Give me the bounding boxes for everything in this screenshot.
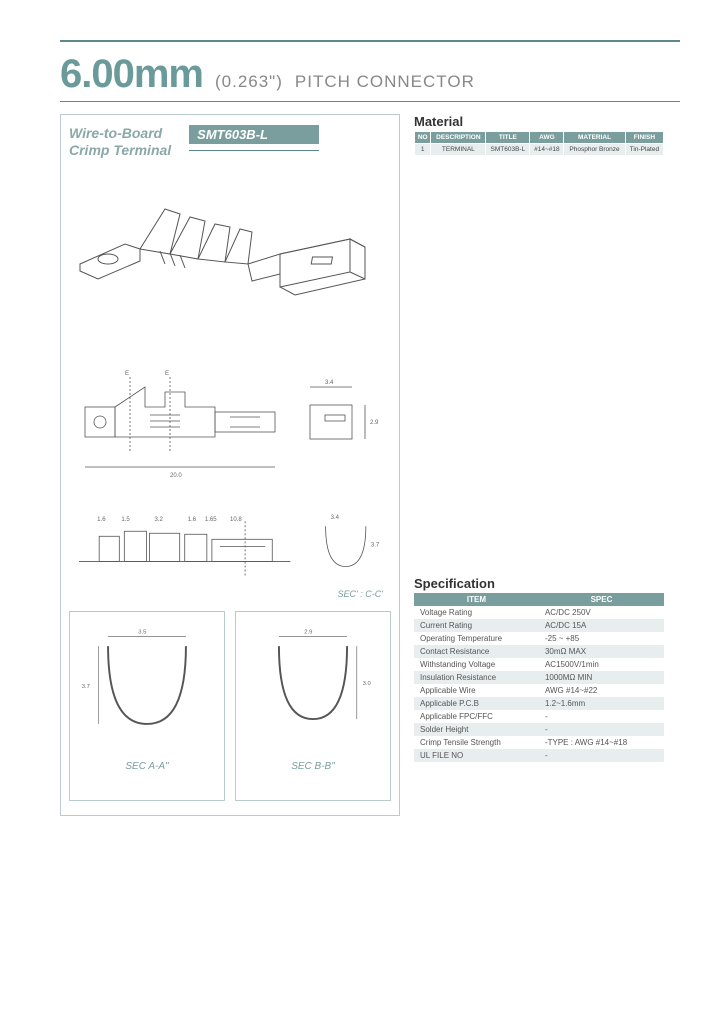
cross-sections: 3.5 3.7 SEC A-A" 2.9 3.0 S — [69, 611, 391, 801]
pitch-label: PITCH CONNECTOR — [295, 72, 475, 92]
material-th: MATERIAL — [564, 132, 625, 144]
sec-aa-caption: SEC A-A" — [74, 761, 220, 772]
spec-cell: -25 ~ +85 — [539, 632, 664, 645]
dim-w1: 3.4 — [325, 380, 334, 386]
material-th: NO — [415, 132, 431, 144]
sec-b-h: 3.0 — [363, 681, 372, 687]
dim-c: 3.2 — [155, 517, 164, 523]
table-row: 1TERMINALSMT603B-L#14~#18Phosphor Bronze… — [415, 144, 664, 156]
table-row: Contact Resistance30mΩ MAX — [414, 645, 664, 658]
spec-th: ITEM — [414, 593, 539, 606]
part-number-badge: SMT603B-L — [189, 125, 319, 144]
data-panel: Material NODESCRIPTIONTITLEAWGMATERIALFI… — [414, 114, 664, 816]
spec-cell: 1000MΩ MIN — [539, 671, 664, 684]
part-underline — [189, 150, 319, 151]
table-row: Insulation Resistance1000MΩ MIN — [414, 671, 664, 684]
material-th: AWG — [530, 132, 564, 144]
material-cell: 1 — [415, 144, 431, 156]
section-aa: 3.5 3.7 SEC A-A" — [69, 611, 225, 801]
sec-b-w: 2.9 — [304, 629, 312, 635]
table-row: Applicable P.C.B1.2~1.6mm — [414, 697, 664, 710]
material-th: FINISH — [625, 132, 663, 144]
spec-cell: AC1500V/1min — [539, 658, 664, 671]
table-row: Current RatingAC/DC 15A — [414, 619, 664, 632]
spec-table: ITEMSPEC Voltage RatingAC/DC 250VCurrent… — [414, 593, 664, 762]
spec-cell: Operating Temperature — [414, 632, 539, 645]
svg-text:E: E — [125, 371, 129, 377]
table-row: Crimp Tensile Strength-TYPE : AWG #14~#1… — [414, 736, 664, 749]
spec-cell: - — [539, 723, 664, 736]
svg-text:E: E — [165, 371, 169, 377]
page-header: 6.00mm (0.263") PITCH CONNECTOR — [60, 52, 680, 97]
spec-cell: 1.2~1.6mm — [539, 697, 664, 710]
material-title: Material — [414, 114, 664, 129]
spec-title: Specification — [414, 576, 664, 591]
spec-cell: Applicable P.C.B — [414, 697, 539, 710]
material-th: TITLE — [486, 132, 530, 144]
material-cell: #14~#18 — [530, 144, 564, 156]
spec-cell: 30mΩ MAX — [539, 645, 664, 658]
spec-cell: AWG #14~#22 — [539, 684, 664, 697]
table-row: Applicable WireAWG #14~#22 — [414, 684, 664, 697]
product-subtitle: Wire-to-Board Crimp Terminal — [69, 125, 171, 159]
spec-cell: -TYPE : AWG #14~#18 — [539, 736, 664, 749]
material-cell: Phosphor Bronze — [564, 144, 625, 156]
spec-cell: UL FILE NO — [414, 749, 539, 762]
section-bb: 2.9 3.0 SEC B-B" — [235, 611, 391, 801]
material-cell: Tin-Plated — [625, 144, 663, 156]
table-row: Solder Height- — [414, 723, 664, 736]
spec-cell: Contact Resistance — [414, 645, 539, 658]
spec-header-row: ITEMSPEC — [414, 593, 664, 606]
material-th: DESCRIPTION — [431, 132, 486, 144]
dim-g: 3.4 — [331, 515, 340, 521]
drawing-panel: Wire-to-Board Crimp Terminal SMT603B-L — [60, 114, 400, 816]
material-table: NODESCRIPTIONTITLEAWGMATERIALFINISH 1TER… — [414, 131, 664, 156]
dim-h: 3.7 — [371, 542, 380, 548]
table-row: Voltage RatingAC/DC 250V — [414, 606, 664, 619]
spec-cell: Current Rating — [414, 619, 539, 632]
top-rule — [60, 40, 680, 42]
table-row: UL FILE NO- — [414, 749, 664, 762]
spec-cell: Insulation Resistance — [414, 671, 539, 684]
spec-cell: Applicable FPC/FFC — [414, 710, 539, 723]
isometric-drawing — [69, 169, 391, 349]
sec-a-h: 3.7 — [82, 684, 90, 690]
dim-b: 1.5 — [121, 517, 130, 523]
spec-th: SPEC — [539, 593, 664, 606]
sec-bb-caption: SEC B-B" — [240, 761, 386, 772]
table-row: Withstanding VoltageAC1500V/1min — [414, 658, 664, 671]
sec-cc-label: SEC' : C-C' — [338, 589, 383, 599]
spec-cell: Applicable Wire — [414, 684, 539, 697]
dim-d: 1.6 — [188, 517, 197, 523]
table-row: Operating Temperature-25 ~ +85 — [414, 632, 664, 645]
material-cell: TERMINAL — [431, 144, 486, 156]
side-view-drawing: 1.6 1.5 3.2 1.6 1.65 10.8 3.4 3.7 SEC' :… — [69, 491, 391, 601]
material-header-row: NODESCRIPTIONTITLEAWGMATERIALFINISH — [415, 132, 664, 144]
spec-cell: Crimp Tensile Strength — [414, 736, 539, 749]
spec-cell: AC/DC 15A — [539, 619, 664, 632]
spec-cell: - — [539, 749, 664, 762]
spec-body: Voltage RatingAC/DC 250VCurrent RatingAC… — [414, 606, 664, 762]
sec-a-w: 3.5 — [138, 629, 146, 635]
top-view-drawing: 20.0 3.4 2.9 E E — [69, 357, 391, 487]
spec-cell: Withstanding Voltage — [414, 658, 539, 671]
subtitle-line2: Crimp Terminal — [69, 142, 171, 159]
pitch-mm: 6.00mm — [60, 52, 203, 97]
dim-e: 1.65 — [205, 517, 217, 523]
material-body: 1TERMINALSMT603B-L#14~#18Phosphor Bronze… — [415, 144, 664, 156]
dim-f: 10.8 — [230, 517, 242, 523]
dim-length: 20.0 — [170, 473, 182, 479]
header-rule — [60, 101, 680, 102]
dim-a: 1.6 — [97, 517, 106, 523]
pitch-in: (0.263") — [215, 72, 283, 92]
spec-cell: - — [539, 710, 664, 723]
table-row: Applicable FPC/FFC- — [414, 710, 664, 723]
dim-w2: 2.9 — [370, 420, 379, 426]
spec-cell: Solder Height — [414, 723, 539, 736]
spec-cell: Voltage Rating — [414, 606, 539, 619]
subtitle-line1: Wire-to-Board — [69, 125, 171, 142]
spec-cell: AC/DC 250V — [539, 606, 664, 619]
material-cell: SMT603B-L — [486, 144, 530, 156]
